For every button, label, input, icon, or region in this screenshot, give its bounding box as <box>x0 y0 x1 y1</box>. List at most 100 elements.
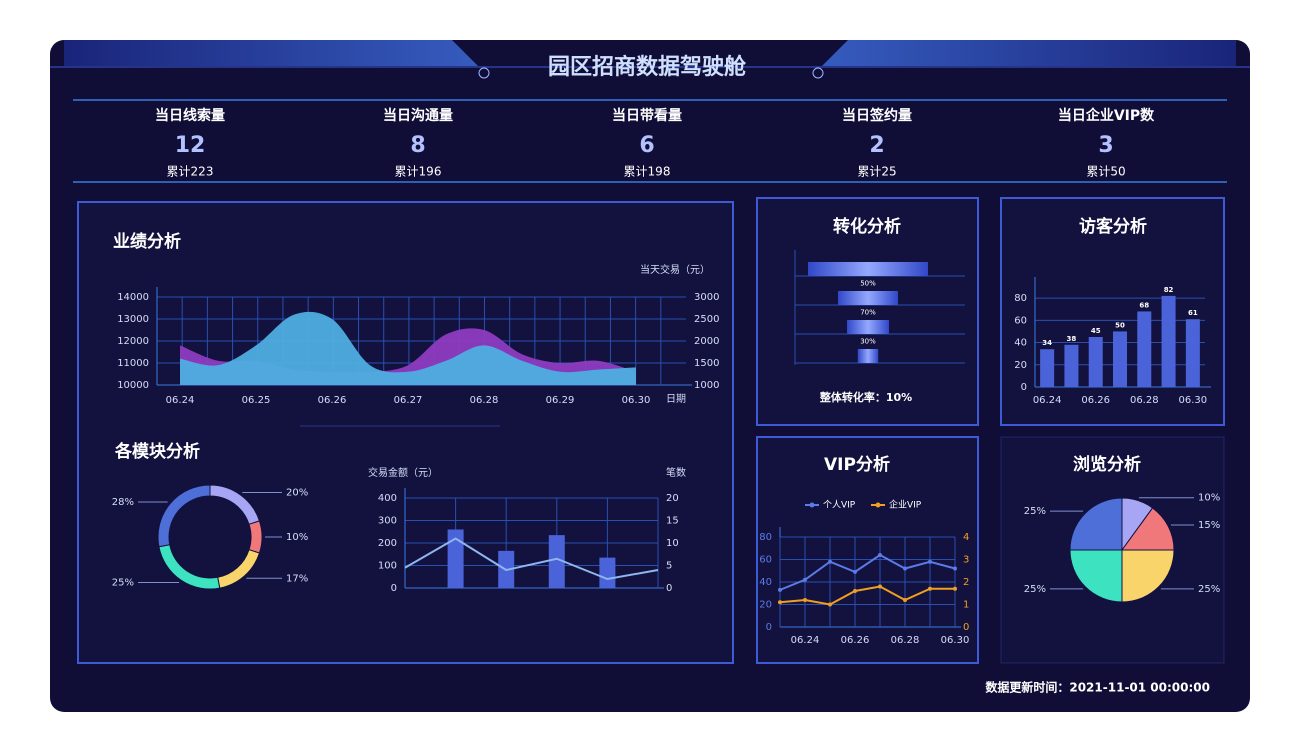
x-tick-label: 06.30 <box>622 395 651 406</box>
data-label: 50 <box>1115 321 1125 329</box>
y-axis-label: 交易金额（元） <box>368 466 438 479</box>
y2-tick-label: 1500 <box>694 358 719 369</box>
kpi-label: 当日沟通量 <box>383 107 453 124</box>
y2-axis-label: 笔数 <box>666 466 686 479</box>
kpi-total: 累计223 <box>167 165 214 179</box>
data-label: 25% <box>1024 506 1046 517</box>
y-tick-label: 20 <box>1014 360 1027 371</box>
bar <box>1088 337 1103 387</box>
slice <box>1121 549 1175 603</box>
panel <box>756 197 979 426</box>
y-tick-label: 12000 <box>117 336 149 347</box>
rate-label: 30% <box>860 338 876 346</box>
bar <box>1040 349 1055 387</box>
y2-tick-label: 0 <box>963 622 969 633</box>
funnel-bar <box>838 291 898 305</box>
point <box>828 602 832 607</box>
slice <box>248 520 263 554</box>
header-band <box>822 40 1236 66</box>
kpi-label: 当日企业VIP数 <box>1058 107 1155 124</box>
x-tick-label: 06.27 <box>394 395 423 406</box>
y-tick-label: 40 <box>759 577 772 588</box>
y-tick-label: 200 <box>378 538 397 549</box>
y2-tick-label: 2 <box>963 577 969 588</box>
point <box>803 577 807 582</box>
data-label: 10% <box>1198 493 1220 504</box>
point <box>953 586 957 591</box>
data-label: 82 <box>1164 286 1174 294</box>
y-tick-label: 11000 <box>117 358 149 369</box>
panel <box>756 436 979 664</box>
kpi-total: 累计50 <box>1086 165 1125 179</box>
y2-tick-label: 15 <box>666 516 679 527</box>
page-title: 园区招商数据驾驶舱 <box>548 54 747 80</box>
x-tick-label: 06.28 <box>1130 395 1159 406</box>
x-tick-label: 06.30 <box>1179 395 1208 406</box>
y-tick-label: 10000 <box>117 380 149 391</box>
y2-axis-label: 当天交易（元） <box>640 263 710 276</box>
kpi-total: 累计25 <box>857 165 896 179</box>
data-label: 34 <box>1042 339 1052 347</box>
panel-title: 业绩分析 <box>113 231 181 252</box>
y2-tick-label: 5 <box>666 561 672 572</box>
point <box>878 553 882 557</box>
kpi-value: 6 <box>639 133 654 158</box>
bar <box>1113 331 1127 387</box>
kpi-label: 当日带看量 <box>612 107 682 124</box>
bar <box>1064 344 1079 387</box>
point <box>853 589 857 593</box>
bar <box>447 529 464 588</box>
header-dot <box>812 67 824 79</box>
point <box>778 600 782 605</box>
data-label: 17% <box>286 573 308 584</box>
bar <box>1137 311 1152 387</box>
point <box>778 587 782 592</box>
funnel-bar <box>808 262 928 276</box>
x-tick-label: 06.29 <box>546 395 575 406</box>
x-tick-label: 06.28 <box>470 395 499 406</box>
y-tick-label: 0 <box>766 622 772 633</box>
slice <box>1069 549 1123 603</box>
area <box>180 311 636 385</box>
point <box>878 584 882 589</box>
y-tick-label: 80 <box>759 532 772 543</box>
x-tick-label: 06.26 <box>1081 395 1110 406</box>
y2-tick-label: 1000 <box>694 380 719 391</box>
header-band <box>64 40 478 66</box>
y2-tick-label: 10 <box>666 538 679 549</box>
y-tick-label: 400 <box>378 493 397 504</box>
line <box>779 553 956 591</box>
y2-tick-label: 3000 <box>694 292 719 303</box>
point <box>828 559 832 564</box>
slice <box>1069 497 1123 551</box>
y2-tick-label: 4 <box>963 532 969 543</box>
x-tick-label: 06.24 <box>166 395 195 406</box>
funnel-bar <box>847 320 889 334</box>
panel-title: 访客分析 <box>1079 216 1147 237</box>
y-tick-label: 20 <box>759 600 772 611</box>
y2-tick-label: 20 <box>666 493 679 504</box>
legend-label: 个人VIP <box>823 500 856 511</box>
bar <box>599 557 616 588</box>
panel-title: 浏览分析 <box>1073 454 1141 475</box>
kpi-value: 2 <box>869 133 884 158</box>
point <box>903 598 907 602</box>
kpi-value: 8 <box>410 133 425 158</box>
kpi-total: 累计198 <box>624 165 671 179</box>
point <box>903 566 907 571</box>
data-label: 68 <box>1139 301 1149 309</box>
line <box>404 537 659 581</box>
legend-marker <box>809 502 815 508</box>
update-time: 数据更新时间：2021-11-01 00:00:00 <box>985 680 1210 695</box>
x-tick-label: 06.25 <box>242 395 271 406</box>
data-label: 15% <box>1198 520 1220 531</box>
line <box>779 585 955 606</box>
x-axis-label: 日期 <box>666 393 686 405</box>
point <box>853 569 857 574</box>
rate-label: 70% <box>860 309 876 317</box>
bar <box>1185 319 1200 387</box>
data-label: 61 <box>1188 309 1198 317</box>
y-tick-label: 40 <box>1014 338 1027 349</box>
data-label: 25% <box>1024 584 1046 595</box>
y2-tick-label: 2500 <box>694 314 719 325</box>
